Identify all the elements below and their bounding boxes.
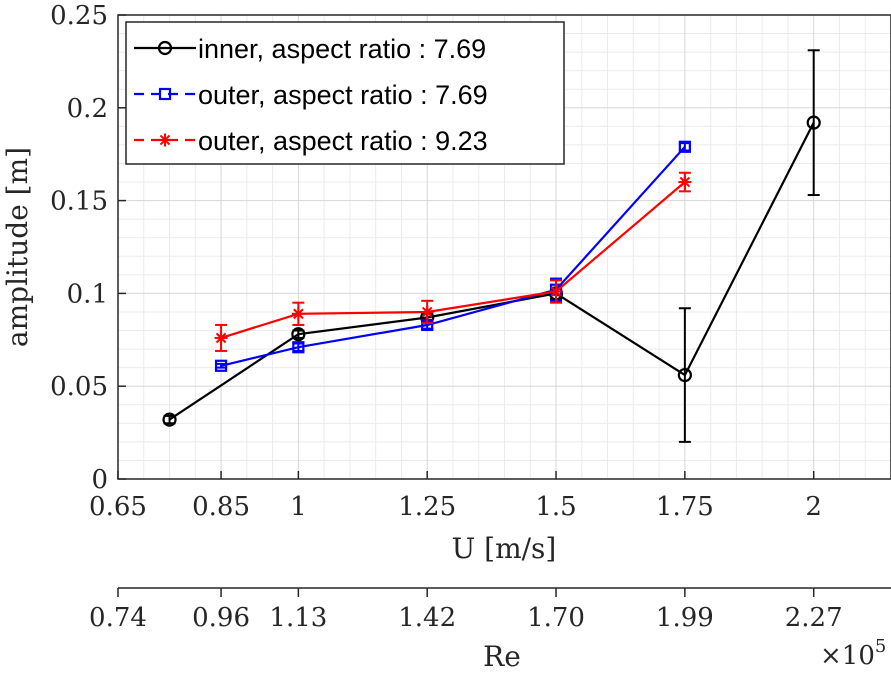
legend-entry: outer, aspect ratio : 9.23 [134, 126, 488, 156]
data-point-circle-marker [291, 327, 306, 342]
x-tick-label: 2 [805, 492, 822, 522]
asterisk-stroke [550, 286, 562, 297]
data-point-circle-marker [157, 40, 173, 56]
data-point-asterisk-marker [420, 305, 434, 319]
data-point-circle-marker [806, 115, 821, 130]
series-square [214, 140, 691, 372]
secondary-tick-label: 0.74 [89, 603, 147, 633]
secondary-x-axis: 0.74 0.96 1.13 1.42 1.70 1.99 2.27 Re ×105 [89, 587, 891, 673]
asterisk-stroke [159, 134, 171, 146]
x-axis: 0.65 0.85 1 1.25 1.5 1.75 2 [89, 471, 822, 522]
data-point-asterisk-marker [678, 175, 692, 189]
data-point-asterisk-marker [549, 285, 563, 299]
secondary-tick-label: 1.42 [398, 603, 456, 633]
secondary-tick-label: 1.99 [656, 603, 714, 633]
legend-entry: inner, aspect ratio : 7.69 [134, 34, 486, 64]
data-point-circle-marker [677, 367, 692, 383]
x-tick-label: 0.65 [89, 492, 147, 522]
legend-label: outer, aspect ratio : 7.69 [198, 80, 488, 110]
x-tick-label: 1.5 [535, 492, 576, 522]
multiplier-exponent: 5 [875, 636, 886, 657]
y-axis: 0 0.05 0.1 0.15 0.2 0.25 [50, 1, 126, 495]
legend: inner, aspect ratio : 7.69 outer, aspect … [125, 21, 565, 165]
y-tick-label: 0.2 [67, 94, 108, 124]
secondary-tick-label: 2.27 [785, 603, 843, 633]
legend-entry: outer, aspect ratio : 7.69 [134, 80, 488, 110]
secondary-axis-label: Re [483, 640, 521, 673]
legend-label: inner, aspect ratio : 7.69 [198, 34, 486, 64]
series-line [168, 122, 815, 421]
plot-area-frame [117, 14, 891, 480]
y-tick-label: 0.25 [50, 1, 108, 31]
secondary-tick-label: 1.70 [527, 603, 585, 633]
asterisk-stroke [215, 332, 227, 344]
secondary-axis-ticks: 0.74 0.96 1.13 1.42 1.70 1.99 2.27 [89, 588, 843, 633]
secondary-tick-label: 0.96 [192, 603, 250, 633]
y-tick-label: 0.1 [67, 279, 108, 309]
data-point-square-marker [158, 87, 172, 101]
data-point-asterisk-marker [291, 307, 305, 321]
series-layer [162, 49, 821, 443]
y-tick-label: 0.15 [50, 187, 108, 217]
series-asterisk [214, 171, 692, 352]
y-axis-label: amplitude [m] [1, 147, 34, 347]
x-tick-label: 1.75 [656, 492, 714, 522]
x-axis-label: U [m/s] [452, 532, 557, 565]
legend-label: outer, aspect ratio : 9.23 [198, 126, 488, 156]
legend-box [125, 21, 565, 165]
asterisk-stroke [293, 308, 304, 320]
data-point-square-marker [292, 341, 305, 354]
x-tick-label: 1.25 [398, 492, 456, 522]
secondary-tick-label: 1.13 [269, 603, 327, 633]
y-tick-label: 0 [91, 465, 108, 495]
data-point-square-marker [214, 359, 228, 372]
x-tick-label: 1 [290, 492, 307, 522]
asterisk-stroke [421, 306, 433, 318]
data-point-asterisk-marker [158, 133, 172, 147]
data-point-circle-marker [162, 412, 177, 427]
secondary-axis-multiplier: ×105 [820, 636, 886, 671]
data-point-square-marker [678, 140, 691, 153]
x-tick-label: 0.85 [192, 492, 250, 522]
y-tick-label: 0.05 [50, 372, 108, 402]
data-point-asterisk-marker [214, 331, 228, 345]
multiplier-base: ×10 [820, 641, 875, 671]
asterisk-stroke [679, 176, 691, 188]
